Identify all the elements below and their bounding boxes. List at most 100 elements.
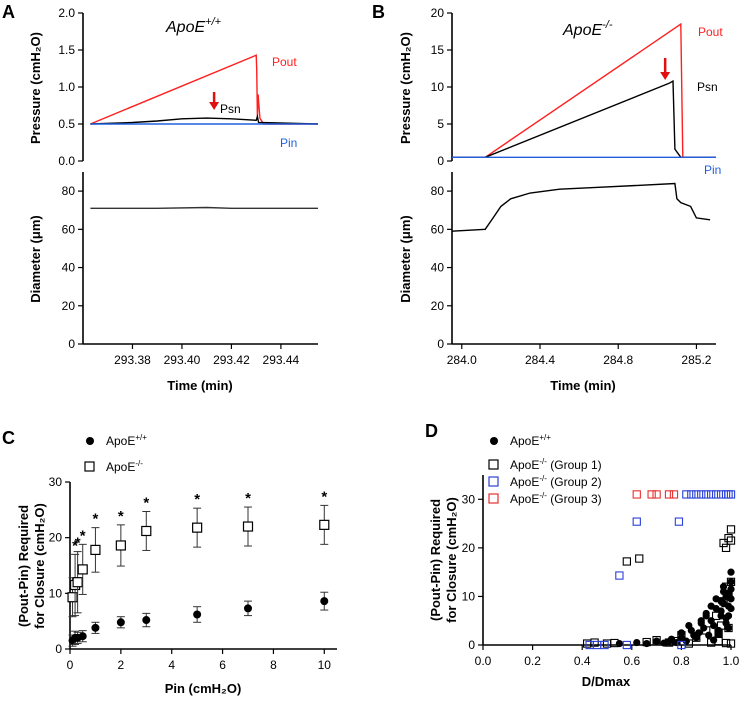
c-point-apoe-wt: [244, 604, 252, 613]
d-point-series-0: [722, 592, 730, 601]
a-pressure-ytick-label: 2.0: [58, 6, 75, 20]
a-diameter-ytick-label: 0: [68, 337, 75, 351]
d-point-series-2: [716, 490, 726, 499]
panel-b-diameter-plot: 0 20 40 60 80 284.0 284.4 284.8 285.2: [431, 172, 716, 367]
panel-d: ApoE+/+ ApoE-/- (Group 1) ApoE-/- (Group…: [428, 433, 739, 689]
c-xtick-label: 4: [168, 658, 175, 672]
d-point-series-0: [724, 612, 733, 620]
a-diameter-ytick-label: 80: [62, 184, 76, 198]
b-diameter-ytick-label: 60: [431, 222, 445, 236]
psn-label: Psn: [220, 102, 241, 116]
a-pressure-ytick-label: 0.5: [58, 117, 75, 131]
pout-label-b: Pout: [698, 25, 723, 39]
c-significance-star: *: [245, 490, 251, 507]
legend-label-apoe-ko: ApoE-/-: [106, 459, 143, 474]
c-point-apoe-ko: [141, 525, 152, 537]
c-xtick-label: 2: [118, 658, 125, 672]
d-point-series-0: [727, 578, 735, 586]
d-point-series-2: [622, 640, 631, 650]
d-point-series-0: [665, 638, 673, 646]
panel-d-legend: ApoE+/+ ApoE-/- (Group 1) ApoE-/- (Group…: [488, 433, 602, 506]
d-point-series-2: [707, 490, 716, 499]
c-ytick-label: 0: [55, 642, 62, 656]
d-point-series-1: [590, 638, 599, 647]
d-ytick-label: 10: [462, 589, 476, 603]
d-point-series-0: [719, 583, 728, 591]
d-xtick-label: 0.8: [673, 654, 690, 668]
panel-b: ApoE-/- 0 5 10 15 20 Pout Psn Pin Pressure (…: [398, 6, 723, 393]
c-point-apoe-ko: [319, 519, 330, 530]
panel-a-diameter-plot: 0 20 40 60 80 293.38 293.40 293.42 293.44: [62, 172, 318, 367]
a-pressure-psn-line: [90, 113, 319, 125]
a-diameter-ytick-label: 40: [62, 261, 76, 275]
d-ytick-label: 0: [468, 638, 475, 652]
a-diameter-xtick-label: 293.40: [164, 353, 201, 367]
b-diameter-xtick-label: 285.2: [681, 353, 711, 367]
legend-d-marker-group2: [488, 476, 499, 487]
d-point-series-1: [622, 557, 631, 566]
d-point-series-3: [647, 490, 656, 499]
d-point-series-2: [692, 490, 701, 499]
d-point-series-2: [674, 517, 684, 526]
c-significance-star: *: [75, 535, 81, 552]
c-point-apoe-wt: [320, 597, 329, 606]
arrow-a-head: [209, 102, 220, 110]
panel-label-b: B: [372, 2, 385, 22]
legend-d-label-group1: ApoE-/- (Group 1): [510, 457, 602, 472]
d-point-series-1: [642, 637, 651, 647]
a-diameter-xtick-label: 293.42: [213, 353, 250, 367]
d-point-series-0: [615, 639, 624, 648]
a-diameter-xtick-label: 293.44: [263, 353, 300, 367]
d-point-series-0: [633, 638, 641, 647]
d-point-series-0: [719, 600, 728, 608]
d-point-series-0: [717, 612, 725, 620]
d-xtick-label: 0.0: [475, 654, 492, 668]
d-point-series-1: [692, 633, 701, 642]
d-point-series-0: [697, 619, 705, 627]
b-diameter-xtick-label: 284.4: [525, 353, 555, 367]
legend-d-marker-wt: [490, 437, 498, 445]
c-significance-star: *: [194, 491, 200, 508]
c-point-apoe-wt: [116, 618, 125, 627]
d-point-series-0: [724, 624, 733, 632]
legend-d-label-group2: ApoE-/- (Group 2): [510, 474, 602, 489]
d-xtick-label: 0.6: [623, 654, 640, 668]
b-pressure-psn-line: [452, 79, 716, 159]
panel-b-pressure-plot: 0 5 10 15 20 Pout Psn Pin: [431, 6, 724, 177]
panel-label-a: A: [2, 2, 15, 22]
panel-d-xlabel: D/Dmax: [582, 674, 631, 689]
panel-b-xlabel: Time (min): [550, 378, 616, 393]
legend-d-marker-group1: [488, 459, 499, 470]
a-pressure-ytick-label: 1.5: [58, 43, 75, 57]
c-xtick-label: 0: [67, 658, 74, 672]
c-significance-star: *: [118, 508, 124, 525]
panel-c-xlabel: Pin (cmH₂O): [165, 681, 242, 696]
c-ytick-label: 10: [49, 586, 63, 600]
d-xtick-label: 0.2: [524, 654, 541, 668]
d-point-series-1: [719, 597, 728, 606]
panel-a-condition-title: ApoE+/+: [165, 16, 222, 36]
legend-label-apoe-wt: ApoE+/+: [106, 433, 147, 448]
c-xtick-label: 10: [318, 658, 332, 672]
d-point-series-0: [653, 637, 661, 645]
d-point-series-1: [726, 577, 736, 587]
d-point-series-0: [695, 629, 703, 637]
c-point-apoe-ko: [67, 592, 78, 603]
d-point-series-1: [726, 639, 736, 648]
panel-d-ylabel-line2: for Closure (cmH₂O): [444, 497, 459, 623]
c-point-apoe-ko: [90, 544, 101, 556]
d-point-series-1: [677, 631, 686, 640]
d-point-series-3: [669, 490, 679, 499]
c-point-apoe-wt: [142, 616, 151, 625]
d-xtick-label: 0.4: [574, 654, 591, 668]
panel-label-d: D: [425, 421, 438, 441]
d-point-series-1: [724, 592, 733, 601]
c-point-apoe-ko: [115, 540, 126, 551]
c-significance-star: *: [321, 488, 327, 505]
panel-c-legend: ApoE+/+ ApoE-/-: [84, 433, 147, 474]
legend-marker-open-square: [84, 461, 95, 472]
c-xtick-label: 6: [219, 658, 226, 672]
